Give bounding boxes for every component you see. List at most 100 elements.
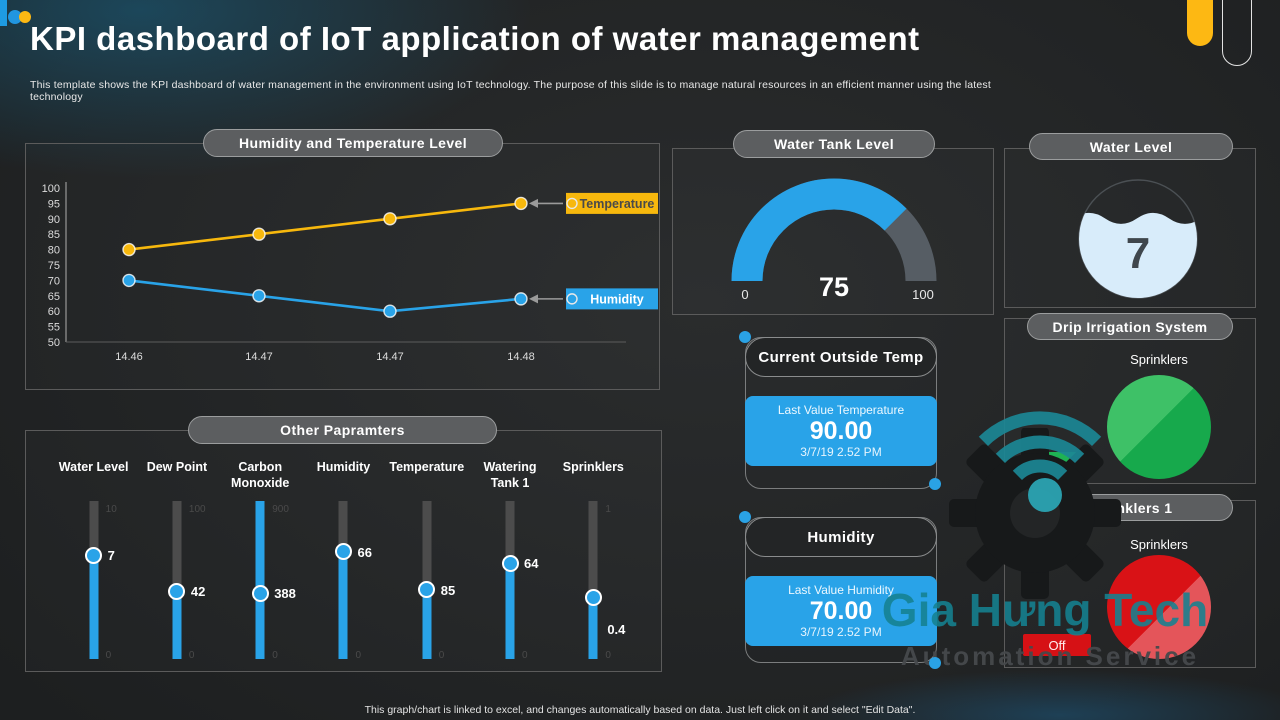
deco-blue-dot [739,331,751,343]
svg-text:100: 100 [42,183,60,195]
slider-label: Sprinklers [562,460,624,474]
deco-outline-pill [1222,0,1252,66]
svg-text:14.47: 14.47 [376,351,404,363]
slider-label: Temperature [389,460,465,474]
deco-blue-dot [929,657,941,669]
svg-text:0: 0 [741,287,748,302]
slider-value: 66 [357,544,372,560]
water-level-circle: 7 [1078,179,1198,299]
slider-thumb-sprinklers[interactable] [584,589,602,607]
slider-min-label: 0 [438,650,445,661]
water-level-title-pill: Water Level [1029,133,1233,160]
sprinklers-1-title-pill: Sprinklers 1 [1027,494,1233,521]
slider-thumb-water-level[interactable] [85,546,103,564]
slider-thumb-temperature[interactable] [418,581,436,599]
deco-blue-dot [929,478,941,490]
deco-blue-dot [739,511,751,523]
svg-text:14.48: 14.48 [507,351,535,363]
slider-min-label: 0 [522,650,528,661]
slider-value: 388 [274,586,296,602]
slider-track-humidity[interactable] [338,501,348,659]
logo-yellow-dot [19,11,31,23]
slider-track-temperature[interactable] [422,501,432,659]
svg-text:Temperature: Temperature [580,197,655,211]
slider-max-label: 1 [605,504,611,515]
water-tank-gauge: 0 100 75 [731,178,937,302]
temperature-card-label: Last Value Temperature [777,402,905,417]
slider-thumb-carbon-monoxide[interactable] [251,584,269,602]
svg-text:75: 75 [819,272,849,302]
water-level-panel: 7 [1004,148,1256,308]
humidity-card-label: Last Value Humidity [788,582,894,597]
legend-temperature [566,192,658,214]
other-parameters-panel: Water Level 10 7 0 Dew Point 100 42 0 Carbon Mon… [25,430,662,672]
svg-text:14.46: 14.46 [115,351,143,363]
slider-max-label: 10 [105,504,117,515]
current-outside-temp-title: Current Outside Temp [745,337,937,377]
slider-label: Humidity [316,460,371,474]
chart-title-pill: Humidity and Temperature Level [203,129,503,157]
water-fill [1079,212,1197,298]
svg-text:50: 50 [48,337,60,349]
other-parameters-title-pill: Other Papramters [188,416,497,444]
humidity-card-title: Humidity [745,517,937,557]
slider-value: 85 [440,582,456,598]
footer-note: This graph/chart is linked to excel, and… [364,704,916,716]
humidity-card-timestamp: 3/7/19 2.52 PM [800,625,882,640]
left-edge-accent-bar [0,0,7,26]
slider-label: Carbon Monoxide [231,460,290,491]
slider-water-level: Water Level 10 7 0 [52,459,135,665]
sprinklers1-off-button[interactable]: Off [1023,634,1091,656]
slider-fill [255,501,265,659]
water-level-value: 7 [1126,229,1150,278]
svg-text:100: 100 [912,287,934,302]
slider-track-watering-tank-1[interactable] [505,501,515,659]
slider-fill [89,553,99,659]
slider-max-label: 100 [188,504,206,515]
water-tank-title-pill: Water Tank Level [733,130,935,158]
humidity-temperature-chart-panel: 50 55 60 65 70 75 80 85 90 95 100 14.46 14.47 14.47 14… [25,143,660,390]
slider-track-water-level[interactable] [89,501,99,659]
humidity-value-card: Last Value Humidity 70.00 3/7/19 2.52 PM [745,576,937,646]
slider-track-carbon-monoxide[interactable] [255,501,265,659]
slider-fill [505,561,515,659]
drip-status-circle [1107,375,1211,479]
svg-text:95: 95 [48,198,60,210]
slider-min-label: 0 [188,650,195,661]
slider-value: 64 [524,556,539,572]
svg-text:65: 65 [48,291,60,303]
slider-thumb-dew-point[interactable] [168,582,186,600]
slider-min-label: 0 [105,650,112,661]
temperature-card-timestamp: 3/7/19 2.52 PM [800,445,882,460]
deco-yellow-pill [1187,0,1213,46]
slider-thumb-watering-tank-1[interactable] [501,554,519,572]
slider-label: Water Level [58,460,129,474]
slider-sprinklers: Sprinklers 1 0.4 0 [552,459,635,665]
page-title: KPI dashboard of IoT application of wate… [30,20,920,57]
logo-blue-dot [8,10,22,24]
slider-watering-tank-1: Watering Tank 1 64 0 [468,459,551,665]
slider-min-label: 0 [272,650,278,661]
slider-track-sprinklers[interactable] [588,501,598,659]
slider-thumb-humidity[interactable] [334,543,352,561]
slider-min-label: 0 [605,650,611,661]
drip-irrigation-panel: Sprinklers On [1004,318,1256,484]
svg-text:75: 75 [48,260,60,272]
humidity-card-value: 70.00 [809,596,873,625]
page-subtitle: This template shows the KPI dashboard of… [30,79,991,103]
drip-irrigation-title-pill: Drip Irrigation System [1027,313,1233,340]
slider-temperature: Temperature 85 0 [385,459,468,665]
sprinklers1-status-circle [1107,555,1211,659]
slider-carbon-monoxide: Carbon Monoxide 900 388 0 [219,459,302,665]
slider-fill [172,589,182,659]
slider-dew-point: Dew Point 100 42 0 [135,459,218,665]
drip-on-button[interactable]: On [1023,452,1091,474]
slider-fill [422,587,432,659]
temperature-card-value: 90.00 [809,416,873,445]
slider-value: 42 [190,584,206,600]
slider-track-dew-point[interactable] [172,501,182,659]
slider-value: 0.4 [607,622,626,638]
legend-humidity [566,288,658,310]
svg-text:70: 70 [48,275,60,287]
